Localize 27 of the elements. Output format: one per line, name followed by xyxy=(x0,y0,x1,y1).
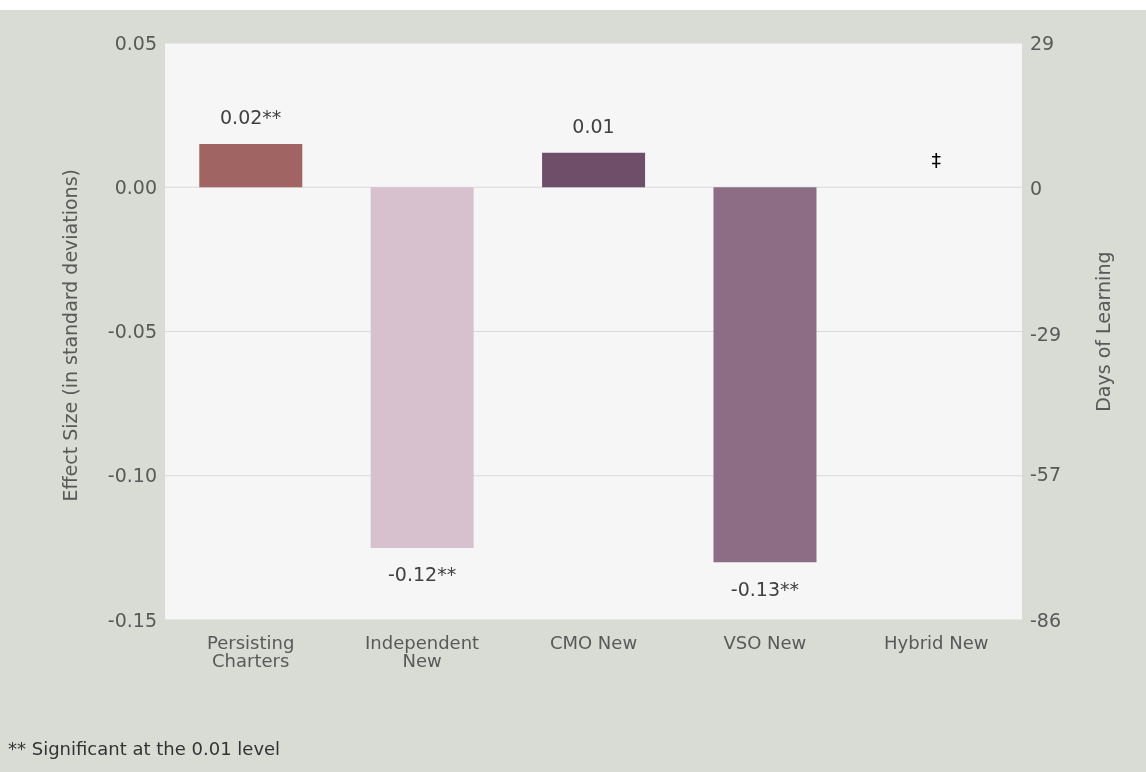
y2-tick-label: 0 xyxy=(1030,177,1043,200)
bar xyxy=(713,187,817,563)
y-tick-label: -0.05 xyxy=(107,320,157,343)
x-tick-label: Hybrid New xyxy=(884,631,989,653)
data-label: -0.12** xyxy=(388,563,457,586)
y2-axis-title: Days of Learning xyxy=(1091,251,1114,412)
x-tick-label: Persisting Charters xyxy=(207,631,295,671)
y-axis-title: Effect Size (in standard deviations) xyxy=(58,169,81,502)
y-tick-label: -0.10 xyxy=(107,464,157,487)
x-tick-label: Independent New xyxy=(365,631,480,671)
bar xyxy=(370,187,474,548)
y-tick-label: -0.15 xyxy=(107,608,157,631)
y2-tick-label: 29 xyxy=(1030,31,1055,54)
y-tick-label: 0.00 xyxy=(114,175,157,198)
y2-tick-label: -57 xyxy=(1030,463,1062,486)
data-label: -0.13** xyxy=(730,577,799,600)
bar xyxy=(542,152,646,188)
x-tick-label: CMO New xyxy=(549,631,638,653)
y-tick-label: 0.05 xyxy=(114,31,157,54)
text: ‡ xyxy=(931,149,942,172)
data-label: 0.02** xyxy=(220,105,282,128)
data-label: 0.01 xyxy=(572,114,615,137)
text: ** Significant at the 0.01 level xyxy=(8,738,281,759)
bar xyxy=(199,143,303,188)
y2-tick-label: -86 xyxy=(1030,608,1062,631)
x-tick-label: VSO New xyxy=(723,631,807,653)
y2-tick-label: -29 xyxy=(1030,322,1062,345)
